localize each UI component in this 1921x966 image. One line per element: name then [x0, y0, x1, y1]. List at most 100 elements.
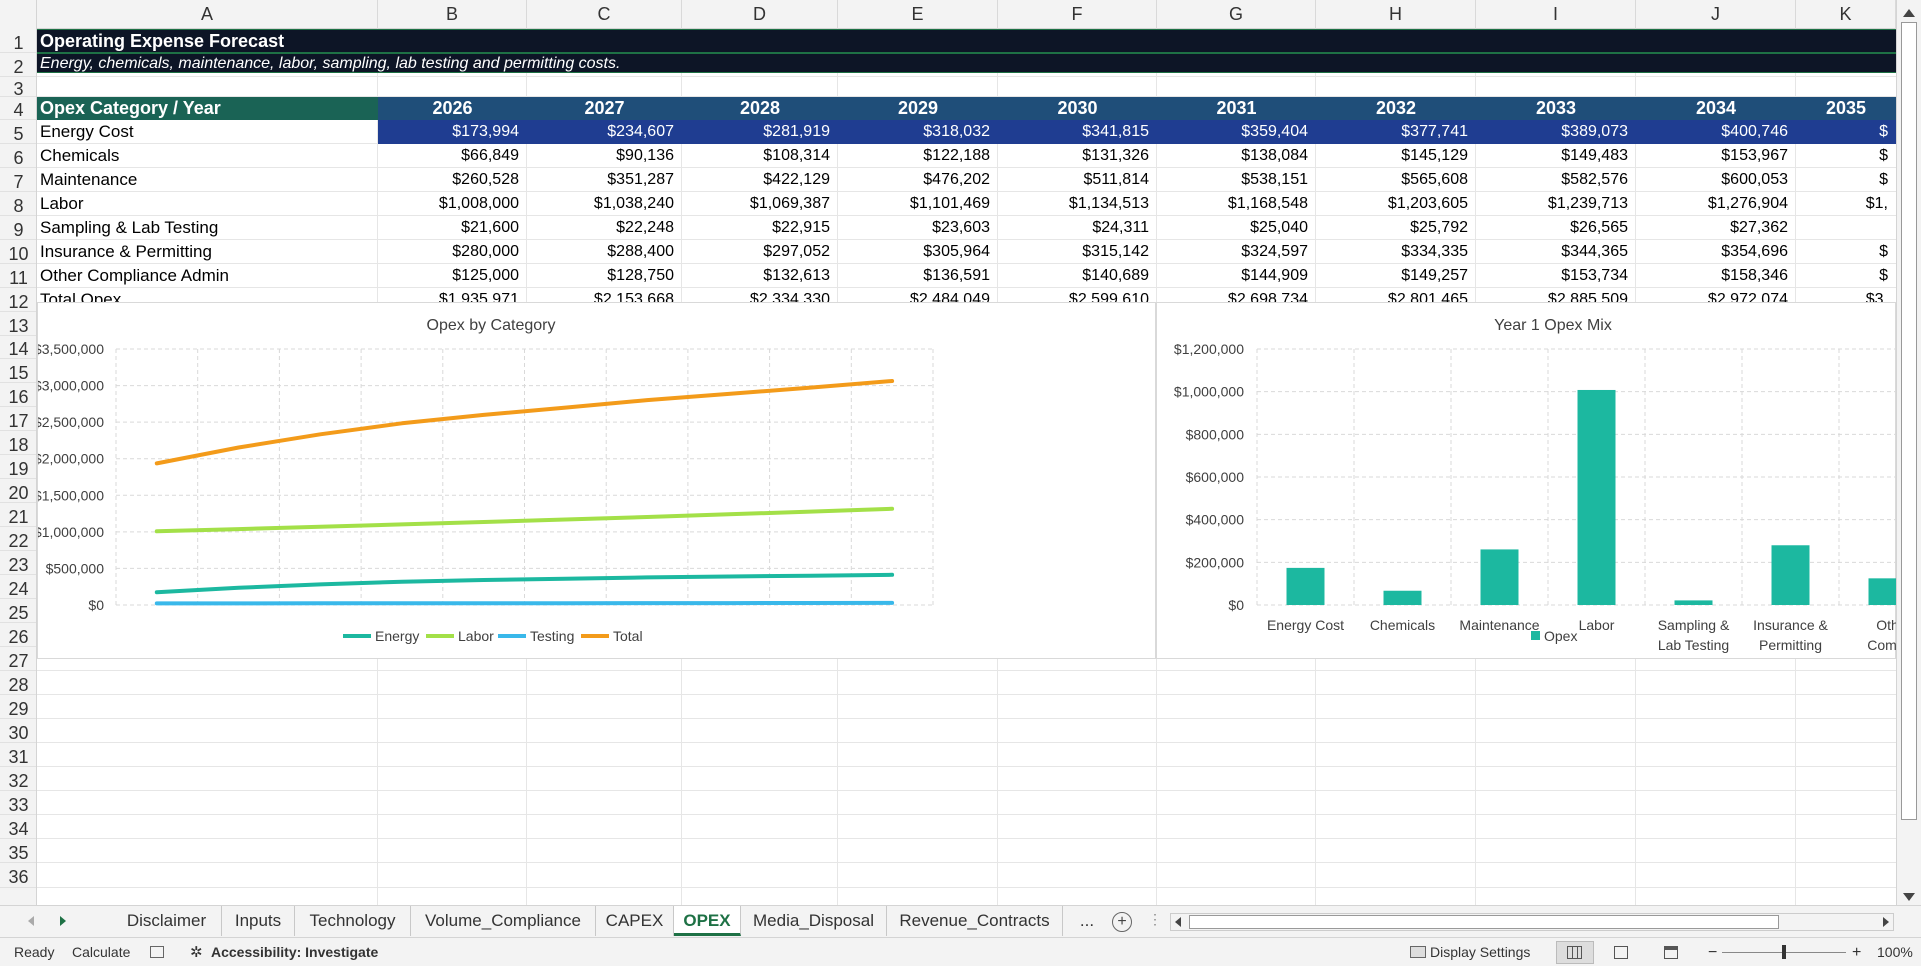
hscroll-left-icon[interactable]	[1175, 917, 1181, 927]
value-cell[interactable]: $341,815	[998, 120, 1157, 144]
tab-media-disposal[interactable]: Media_Disposal	[741, 906, 887, 936]
value-cell[interactable]: $377,741	[1316, 120, 1476, 144]
row-header[interactable]: 6	[0, 144, 36, 168]
tab-opex[interactable]: OPEX	[674, 906, 741, 936]
value-cell[interactable]: $158,346	[1721, 267, 1788, 284]
row-header[interactable]: 36	[0, 863, 36, 888]
value-cell[interactable]: $26,565	[1570, 219, 1628, 236]
row-header[interactable]: 13	[0, 312, 36, 336]
opex-by-category-chart[interactable]: Opex by Category $0 $500,000 $1,000,000 $1,5…	[37, 302, 1156, 659]
column-header[interactable]: C	[527, 0, 682, 29]
row-header[interactable]: 12	[0, 288, 36, 312]
value-cell[interactable]: $140,689	[1082, 267, 1149, 284]
bar[interactable]	[1868, 578, 1897, 605]
row-label[interactable]: Maintenance	[40, 170, 138, 189]
value-cell[interactable]: $354,696	[1721, 243, 1788, 260]
column-header[interactable]: H	[1316, 0, 1476, 29]
value-cell[interactable]: $1,038,240	[593, 195, 674, 212]
row-header[interactable]: 16	[0, 383, 36, 407]
value-cell[interactable]: $136,591	[923, 267, 990, 284]
value-cell[interactable]: $21,600	[461, 219, 519, 236]
page-break-view-icon[interactable]	[1664, 946, 1678, 959]
value-cell[interactable]: $260,528	[452, 171, 519, 188]
year-header[interactable]: 2027	[527, 97, 682, 120]
row-header[interactable]: 7	[0, 168, 36, 192]
row-label[interactable]: Energy Cost	[40, 122, 134, 141]
value-cell[interactable]: $125,000	[452, 267, 519, 284]
sheet-title[interactable]: Operating Expense Forecast	[37, 29, 1896, 53]
row-label[interactable]: Sampling & Lab Testing	[40, 218, 219, 237]
horizontal-scrollbar[interactable]	[1170, 913, 1894, 931]
value-cell[interactable]: $1,008,000	[438, 195, 519, 212]
row-header[interactable]: 22	[0, 527, 36, 551]
row-header[interactable]: 1	[0, 29, 36, 53]
series-line-labor[interactable]	[154, 506, 895, 534]
row-header[interactable]: 19	[0, 455, 36, 479]
scroll-thumb[interactable]	[1901, 22, 1917, 820]
more-tabs-button[interactable]: ...	[1079, 911, 1095, 930]
tab-volume-compliance[interactable]: Volume_Compliance	[411, 906, 596, 936]
row-header[interactable]: 14	[0, 336, 36, 359]
value-cell[interactable]: $315,142	[1082, 243, 1149, 260]
value-cell[interactable]: $1,203,605	[1387, 195, 1468, 212]
tab-disclaimer[interactable]: Disclaimer	[112, 906, 222, 936]
value-cell[interactable]: $538,151	[1241, 171, 1308, 188]
bar[interactable]	[1577, 389, 1616, 605]
legend-label[interactable]: Total	[613, 628, 643, 644]
row-header[interactable]: 25	[0, 599, 36, 623]
series-line-testing[interactable]	[154, 600, 895, 606]
hscroll-right-icon[interactable]	[1883, 917, 1889, 927]
row-header[interactable]: 28	[0, 671, 36, 695]
display-settings[interactable]: Display Settings	[1430, 944, 1531, 960]
tab-revenue-contracts[interactable]: Revenue_Contracts	[887, 906, 1063, 936]
year-header[interactable]: 2034	[1636, 97, 1796, 120]
value-cell[interactable]: $297,052	[763, 243, 830, 260]
value-cell[interactable]: $1,239,713	[1547, 195, 1628, 212]
row-header[interactable]: 8	[0, 192, 36, 216]
row-label[interactable]: Other Compliance Admin	[40, 266, 229, 285]
page-layout-view-icon[interactable]	[1614, 946, 1628, 959]
table-header-label[interactable]: Opex Category / Year	[37, 97, 378, 120]
year-header[interactable]: 2026	[378, 97, 527, 120]
value-cell[interactable]: $153,967	[1721, 147, 1788, 164]
row-header[interactable]: 33	[0, 791, 36, 815]
scroll-down-icon[interactable]	[1903, 893, 1915, 901]
value-cell[interactable]: $476,202	[923, 171, 990, 188]
zoom-level[interactable]: 100%	[1877, 944, 1913, 960]
bar[interactable]	[1383, 590, 1422, 605]
series-line-total[interactable]	[154, 379, 895, 466]
value-cell[interactable]: $318,032	[838, 120, 998, 144]
status-calculate[interactable]: Calculate	[72, 944, 131, 960]
add-sheet-icon[interactable]: +	[1112, 912, 1132, 932]
value-cell[interactable]: $344,365	[1561, 243, 1628, 260]
row-header[interactable]: 3	[0, 77, 36, 99]
column-header[interactable]: A	[37, 0, 378, 29]
row-label[interactable]: Insurance & Permitting	[40, 242, 212, 261]
zoom-out-icon[interactable]: −	[1708, 944, 1718, 961]
value-cell[interactable]: $280,000	[452, 243, 519, 260]
row-header[interactable]: 31	[0, 743, 36, 767]
row-header[interactable]: 18	[0, 431, 36, 455]
year-header[interactable]: 2032	[1316, 97, 1476, 120]
year-header[interactable]: 2033	[1476, 97, 1636, 120]
sheet-subtitle[interactable]: Energy, chemicals, maintenance, labor, s…	[37, 53, 1896, 73]
options-icon[interactable]: ⋮	[1148, 911, 1162, 927]
row-header[interactable]: 5	[0, 120, 36, 144]
bar[interactable]	[1674, 600, 1713, 605]
value-cell[interactable]: $351,287	[607, 171, 674, 188]
value-cell[interactable]: $23,603	[932, 219, 990, 236]
tab-capex[interactable]: CAPEX	[596, 906, 674, 936]
value-cell[interactable]: $131,326	[1082, 147, 1149, 164]
value-cell[interactable]: $234,607	[527, 120, 682, 144]
row-header[interactable]: 20	[0, 479, 36, 503]
row-header[interactable]: 4	[0, 97, 36, 120]
legend-label[interactable]: Labor	[458, 628, 494, 644]
value-cell[interactable]: $153,734	[1561, 267, 1628, 284]
accessibility-status[interactable]: Accessibility: Investigate	[211, 944, 379, 960]
tab-inputs[interactable]: Inputs	[222, 906, 295, 936]
row-header[interactable]: 26	[0, 623, 36, 647]
tab-scroll-right-icon[interactable]	[60, 916, 66, 926]
column-header[interactable]: D	[682, 0, 838, 29]
year1-opex-mix-chart[interactable]: Year 1 Opex Mix $0 $200,000 $400,000 $600,00…	[1156, 302, 1897, 673]
value-cell[interactable]: $108,314	[763, 147, 830, 164]
